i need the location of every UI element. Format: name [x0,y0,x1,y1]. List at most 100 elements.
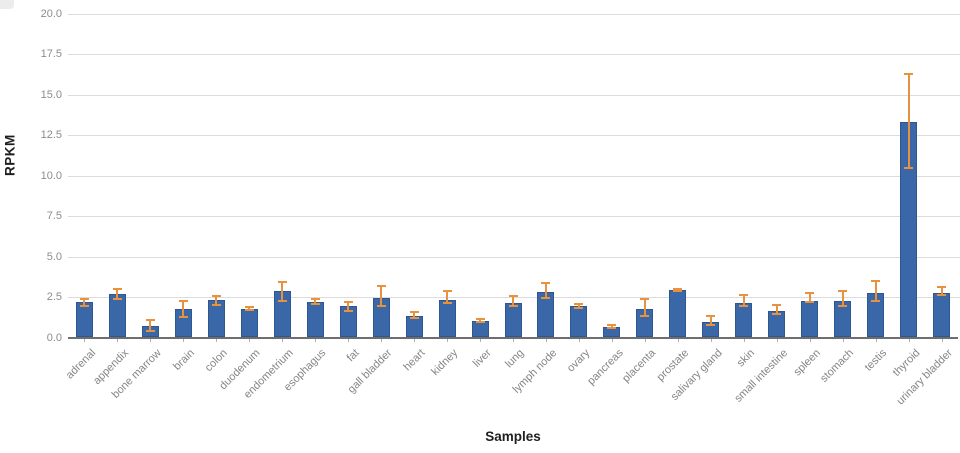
x-tick-label-liver: liver [470,347,494,370]
gridline-y-2.5 [68,297,960,299]
x-tick [447,339,449,342]
bar-liver [471,321,489,337]
y-tick-label: 5.0 [46,250,62,263]
bar-skin [735,303,753,337]
error-bar-cap-top [607,324,617,327]
error-bar-cap-top [112,288,122,291]
x-tick-label-lung: lung [503,347,527,371]
error-bar-line [544,283,547,299]
error-bar-cap-top [673,287,683,290]
x-tick-label-skin: skin [734,347,758,370]
x-axis-title: Samples [485,429,541,444]
x-tick [611,339,613,342]
error-bar-cap-top [442,290,452,293]
error-bar-cap-bottom [343,309,353,312]
error-bar-cap-bottom [805,301,815,304]
bar-appendix [108,294,126,337]
bar-duodenum [240,308,258,337]
x-tick-label-spleen: spleen [791,347,824,379]
x-tick [875,339,877,342]
error-bar-line [775,304,778,314]
error-bar-line [479,318,482,322]
y-tick-label: 10.0 [40,169,62,182]
gridline-y-12.5 [68,135,960,137]
x-tick-label-placenta: placenta [620,347,659,385]
error-bar-cap-top [145,319,155,322]
y-tick-label: 12.5 [40,129,62,142]
error-bar-cap-top [178,299,188,302]
error-bar-cap-top [244,306,254,309]
y-tick-label: 7.5 [46,210,62,223]
x-tick [315,339,317,342]
error-bar-cap-top [475,317,485,320]
x-tick-label-brain: brain [171,347,197,373]
y-tick-label: 17.5 [40,48,62,61]
error-bar-line [643,299,646,317]
gridline-y-10.0 [68,175,960,177]
error-bar-cap-top [574,303,584,306]
x-tick [908,339,910,342]
error-bar-line [314,299,317,305]
x-tick [776,339,778,342]
x-tick [710,339,712,342]
error-bar-cap-top [706,315,716,318]
error-bar-cap-top [508,294,518,297]
error-bar-line [512,295,514,307]
y-tick-label: 20.0 [40,8,62,20]
error-bar-cap-top [805,291,815,294]
x-tick [348,339,350,342]
error-bar-line [380,286,383,306]
x-tick [381,339,383,342]
x-tick [743,339,745,342]
error-bar-line [742,295,745,306]
error-bar-cap-top [343,300,353,303]
x-tick [644,339,646,342]
bar-ovary [570,306,588,337]
error-bar-line [709,316,712,326]
error-bar-line [610,325,613,329]
x-tick [183,339,185,342]
error-bar-line [248,307,251,310]
error-bar-cap-bottom [871,299,881,302]
x-tick [513,339,514,342]
x-tick [414,339,416,342]
bar-esophagus [306,302,324,337]
error-bar-cap-bottom [673,290,683,293]
error-bar-cap-bottom [145,329,155,332]
x-tick [117,339,119,342]
error-bar-line [940,287,943,296]
x-tick [578,339,580,342]
error-bar-cap-bottom [640,315,650,318]
error-bar-line [116,289,119,300]
error-bar-cap-top [310,298,320,301]
x-tick-label-heart: heart [401,347,428,374]
x-tick [545,339,547,342]
error-bar-line [676,288,679,292]
error-bar-cap-bottom [277,299,287,302]
error-bar-line [841,291,844,307]
x-tick [842,339,844,342]
error-bar-cap-top [871,280,881,283]
error-bar-cap-bottom [607,327,617,330]
error-bar-cap-bottom [409,316,419,319]
error-bar-cap-bottom [541,297,551,300]
error-bar-line [446,291,449,304]
gridline-y-7.5 [68,216,960,218]
bar-lung [504,303,522,337]
gridline-y-20.0 [68,14,960,15]
error-bar-line [182,300,185,317]
x-tick-label-fat: fat [344,347,362,365]
error-bar-cap-top [838,290,848,293]
error-bar-line [83,299,86,306]
x-tick-label-testis: testis [862,347,890,374]
x-tick-label-ovary: ovary [564,347,593,375]
error-bar-cap-bottom [772,312,782,315]
error-bar-line [215,295,218,305]
x-tick [677,339,679,342]
error-bar-cap-bottom [706,324,716,327]
error-bar-cap-top [904,73,914,76]
y-tick-label: 2.5 [46,291,62,304]
bar-urinary-bladder [933,292,951,337]
x-tick [480,339,482,342]
